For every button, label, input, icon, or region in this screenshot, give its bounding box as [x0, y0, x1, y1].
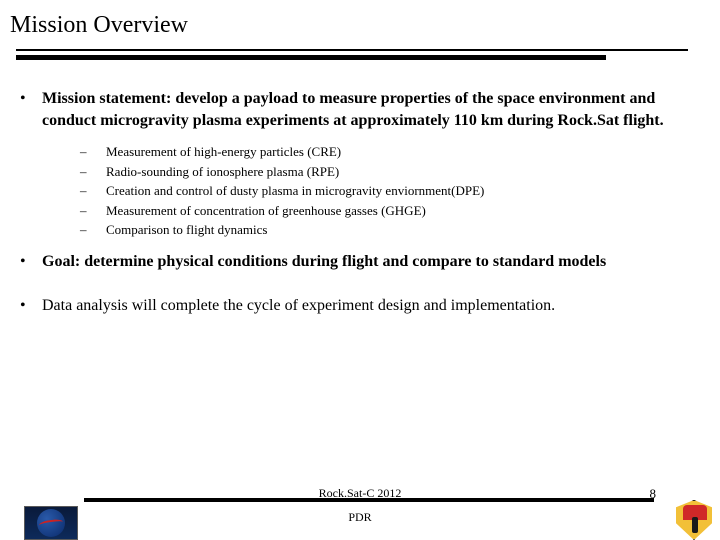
dash-mark: –	[80, 182, 106, 200]
title-underline	[16, 49, 688, 60]
dash-mark: –	[80, 202, 106, 220]
dash-mark: –	[80, 143, 106, 161]
sub-text: Measurement of high-energy particles (CR…	[106, 143, 341, 161]
title-underline-thin	[16, 49, 688, 51]
bullet-mark: •	[20, 251, 42, 273]
sub-text: Measurement of concentration of greenhou…	[106, 202, 426, 220]
content-area: • Mission statement: develop a payload t…	[0, 60, 720, 316]
dash-mark: –	[80, 221, 106, 239]
wff-logo-icon	[674, 500, 714, 540]
bullet-item: • Goal: determine physical conditions du…	[20, 251, 696, 273]
sub-item: – Creation and control of dusty plasma i…	[80, 182, 696, 200]
sub-item: – Radio-sounding of ionosphere plasma (R…	[80, 163, 696, 181]
bullet-text: Mission statement: develop a payload to …	[42, 88, 696, 131]
title-underline-thick	[16, 55, 606, 60]
bullet-item: • Data analysis will complete the cycle …	[20, 295, 696, 317]
sub-text: Creation and control of dusty plasma in …	[106, 182, 484, 200]
dash-mark: –	[80, 163, 106, 181]
footer-rule	[84, 498, 654, 502]
page-number: 8	[650, 486, 657, 502]
bullet-text: Data analysis will complete the cycle of…	[42, 295, 696, 317]
sub-item: – Comparison to flight dynamics	[80, 221, 696, 239]
bullet-item: • Mission statement: develop a payload t…	[20, 88, 696, 131]
slide-title: Mission Overview	[0, 0, 720, 39]
footer: Rock.Sat-C 2012 PDR 8	[0, 492, 720, 540]
nasa-meatball-icon	[37, 509, 65, 537]
bullet-mark: •	[20, 88, 42, 131]
sub-item: – Measurement of high-energy particles (…	[80, 143, 696, 161]
sub-text: Radio-sounding of ionosphere plasma (RPE…	[106, 163, 339, 181]
nasa-logo-icon	[24, 506, 78, 540]
wff-shield-icon	[674, 500, 714, 540]
bullet-text: Goal: determine physical conditions duri…	[42, 251, 696, 273]
sub-text: Comparison to flight dynamics	[106, 221, 267, 239]
footer-line2: PDR	[0, 510, 720, 525]
sub-item: – Measurement of concentration of greenh…	[80, 202, 696, 220]
bullet-mark: •	[20, 295, 42, 317]
sub-list: – Measurement of high-energy particles (…	[80, 143, 696, 239]
